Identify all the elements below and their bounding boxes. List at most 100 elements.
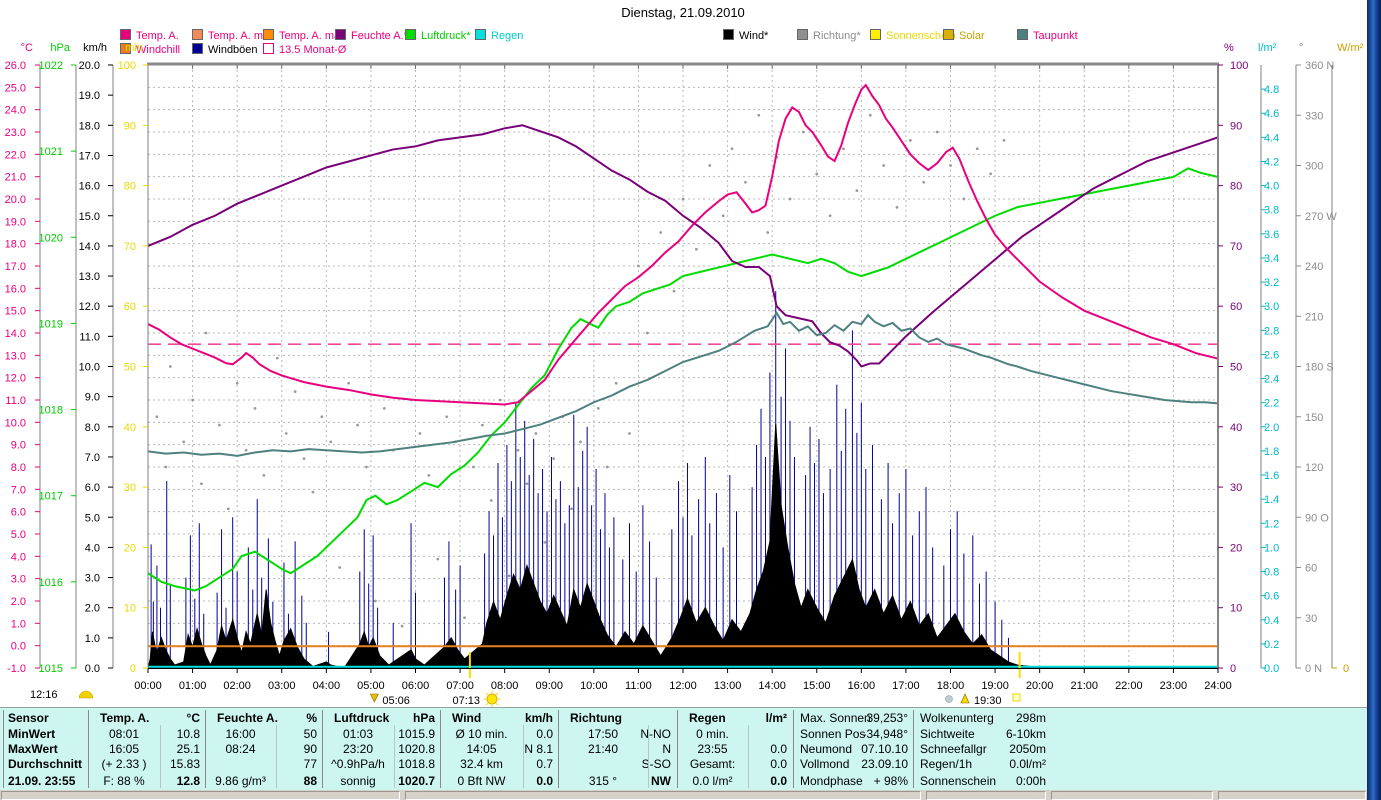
svg-text:hPa: hPa bbox=[50, 42, 70, 54]
table-subdivider bbox=[276, 725, 277, 788]
svg-text:10: 10 bbox=[1230, 603, 1242, 615]
svg-text:01:00: 01:00 bbox=[179, 680, 207, 692]
svg-text:180 S: 180 S bbox=[1305, 362, 1334, 374]
svg-text:330: 330 bbox=[1305, 110, 1323, 122]
status-segment bbox=[1, 791, 400, 800]
svg-text:0.2: 0.2 bbox=[1264, 639, 1279, 651]
svg-text:30: 30 bbox=[1230, 482, 1242, 494]
row-header: Sensor bbox=[8, 711, 49, 725]
info-value: 0.0l/m² bbox=[1009, 757, 1046, 771]
svg-text:11.0: 11.0 bbox=[5, 395, 26, 407]
stat-value: 1020.7 bbox=[398, 774, 435, 788]
svg-text:24:00: 24:00 bbox=[1204, 680, 1232, 692]
info-value: 2050m bbox=[1009, 742, 1046, 756]
svg-text:4.0: 4.0 bbox=[11, 551, 26, 563]
sun-time-lines bbox=[468, 652, 1021, 678]
svg-text:08:00: 08:00 bbox=[491, 680, 519, 692]
svg-text:2.8: 2.8 bbox=[1264, 325, 1279, 337]
svg-text:10:00: 10:00 bbox=[580, 680, 608, 692]
svg-text:2.0: 2.0 bbox=[11, 596, 26, 608]
column-title: Regen bbox=[689, 711, 726, 725]
svg-text:240: 240 bbox=[1305, 261, 1323, 273]
column-unit: % bbox=[306, 711, 317, 725]
svg-text:22:00: 22:00 bbox=[1115, 680, 1143, 692]
info-value: 39,253° bbox=[866, 711, 908, 725]
stat-time: 315 ° bbox=[588, 774, 618, 788]
svg-text:0.4: 0.4 bbox=[1264, 615, 1279, 627]
legend-item: Windböen bbox=[192, 43, 258, 56]
svg-text:18:00: 18:00 bbox=[937, 680, 965, 692]
svg-text:min: min bbox=[125, 42, 143, 54]
legend-swatch-icon bbox=[192, 43, 203, 54]
info-label: Regen/1h bbox=[920, 757, 973, 771]
svg-text:09:00: 09:00 bbox=[535, 680, 563, 692]
legend-label: Windchill bbox=[136, 44, 181, 56]
svg-text:2.0: 2.0 bbox=[85, 603, 100, 615]
svg-text:6.0: 6.0 bbox=[85, 482, 100, 494]
svg-text:8.0: 8.0 bbox=[85, 422, 100, 434]
legend-swatch-icon bbox=[943, 29, 954, 40]
svg-text:25.0: 25.0 bbox=[5, 82, 26, 94]
table-divider bbox=[205, 710, 206, 788]
axis-C: 26.0 25.0 24.0 23.0 22.0 21.0 20.0 19.0 18.0 17.0… bbox=[5, 42, 41, 675]
info-value: + 98% bbox=[873, 774, 908, 788]
svg-text:05:06: 05:06 bbox=[382, 695, 410, 707]
status-segment bbox=[405, 791, 921, 800]
svg-text:-1.0: -1.0 bbox=[7, 663, 26, 675]
svg-text:0.0: 0.0 bbox=[11, 641, 26, 653]
svg-text:1.0: 1.0 bbox=[11, 618, 26, 630]
svg-text:19:30: 19:30 bbox=[974, 695, 1002, 707]
svg-text:30: 30 bbox=[124, 482, 136, 494]
svg-text:00:00: 00:00 bbox=[134, 680, 162, 692]
table-divider bbox=[913, 710, 914, 788]
table-subdivider bbox=[523, 725, 524, 788]
stat-time: 0 min. bbox=[696, 727, 729, 741]
legend-label: Richtung* bbox=[813, 30, 861, 42]
svg-text:20.0: 20.0 bbox=[5, 194, 26, 206]
page-title: Dienstag, 21.09.2010 bbox=[621, 5, 745, 20]
table-divider bbox=[440, 710, 441, 788]
svg-text:3.4: 3.4 bbox=[1264, 253, 1279, 265]
stat-time: 17:50 bbox=[587, 727, 619, 741]
svg-text:90: 90 bbox=[124, 120, 136, 132]
stat-value: N-NO bbox=[640, 727, 671, 741]
stat-time: 21:40 bbox=[587, 742, 619, 756]
svg-text:14.0: 14.0 bbox=[5, 328, 26, 340]
svg-text:90 O: 90 O bbox=[1305, 512, 1329, 524]
stat-time: 23:55 bbox=[697, 742, 728, 756]
legend-item: 13.5 Monat-Ø bbox=[263, 43, 346, 56]
svg-text:14:00: 14:00 bbox=[758, 680, 786, 692]
stat-value: 1020.8 bbox=[398, 742, 435, 756]
svg-text:2.6: 2.6 bbox=[1264, 349, 1279, 361]
svg-text:150: 150 bbox=[1305, 412, 1323, 424]
legend-label: Temp. A. max bbox=[279, 30, 346, 42]
svg-text:1.4: 1.4 bbox=[1264, 494, 1279, 506]
stat-value: N 8.1 bbox=[524, 742, 553, 756]
stat-value: 50 bbox=[303, 727, 317, 741]
legend-label: Sonnenschein bbox=[886, 30, 956, 42]
stat-value: 0.7 bbox=[536, 757, 553, 771]
series-luftdruck bbox=[147, 167, 1219, 592]
svg-text:60: 60 bbox=[1305, 563, 1317, 575]
svg-text:12.0: 12.0 bbox=[79, 301, 100, 313]
svg-text:4.2: 4.2 bbox=[1264, 156, 1279, 168]
svg-text:22.0: 22.0 bbox=[5, 149, 26, 161]
info-value: 6-10km bbox=[1005, 727, 1046, 741]
svg-text:3.6: 3.6 bbox=[1264, 229, 1279, 241]
info-label: Schneefallgr bbox=[920, 742, 987, 756]
stat-value: 1018.8 bbox=[398, 757, 435, 771]
svg-text:1019: 1019 bbox=[39, 318, 63, 330]
svg-text:7.0: 7.0 bbox=[11, 484, 26, 496]
svg-text:12:00: 12:00 bbox=[669, 680, 697, 692]
svg-text:1021: 1021 bbox=[39, 146, 63, 158]
svg-text:16.0: 16.0 bbox=[5, 283, 26, 295]
stat-time: 08:24 bbox=[225, 742, 256, 756]
svg-text:06:00: 06:00 bbox=[402, 680, 430, 692]
stat-value: 0.0 bbox=[536, 727, 553, 741]
svg-text:07:13: 07:13 bbox=[452, 695, 480, 707]
svg-text:60: 60 bbox=[1230, 301, 1242, 313]
svg-text:90: 90 bbox=[1230, 120, 1242, 132]
window-edge-strip bbox=[1367, 0, 1381, 800]
svg-text:80: 80 bbox=[124, 181, 136, 193]
svg-text:19.0: 19.0 bbox=[79, 90, 100, 102]
